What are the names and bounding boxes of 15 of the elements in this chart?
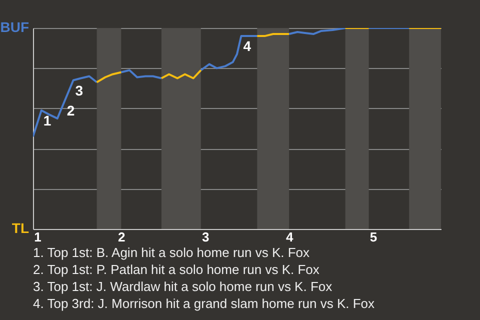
text: 2. Top 1st: P. Patlan hit a solo home run vs K. Fox <box>33 261 320 278</box>
text: BUF <box>0 19 30 35</box>
x-tick-label: 2 <box>118 230 126 244</box>
x-tick-label: 3 <box>202 230 210 244</box>
text: TL <box>12 220 30 236</box>
text: 3. Top 1st: J. Wardlaw hit a solo home run vs K. Fox <box>33 278 334 295</box>
text: 4. Top 3rd: J. Morrison hit a grand slam home run vs K. Fox <box>33 295 375 312</box>
x-tick-label: 1 <box>34 230 42 244</box>
annotation: 4 <box>243 38 252 54</box>
annotation: 1 <box>43 112 52 128</box>
annotation: 3 <box>75 82 84 98</box>
annotation: 2 <box>66 102 75 118</box>
x-tick-label: 4 <box>286 230 294 244</box>
text: 1. Top 1st: B. Agin hit a solo home run vs K. Fox <box>33 244 311 261</box>
x-tick-label: 5 <box>370 230 378 244</box>
